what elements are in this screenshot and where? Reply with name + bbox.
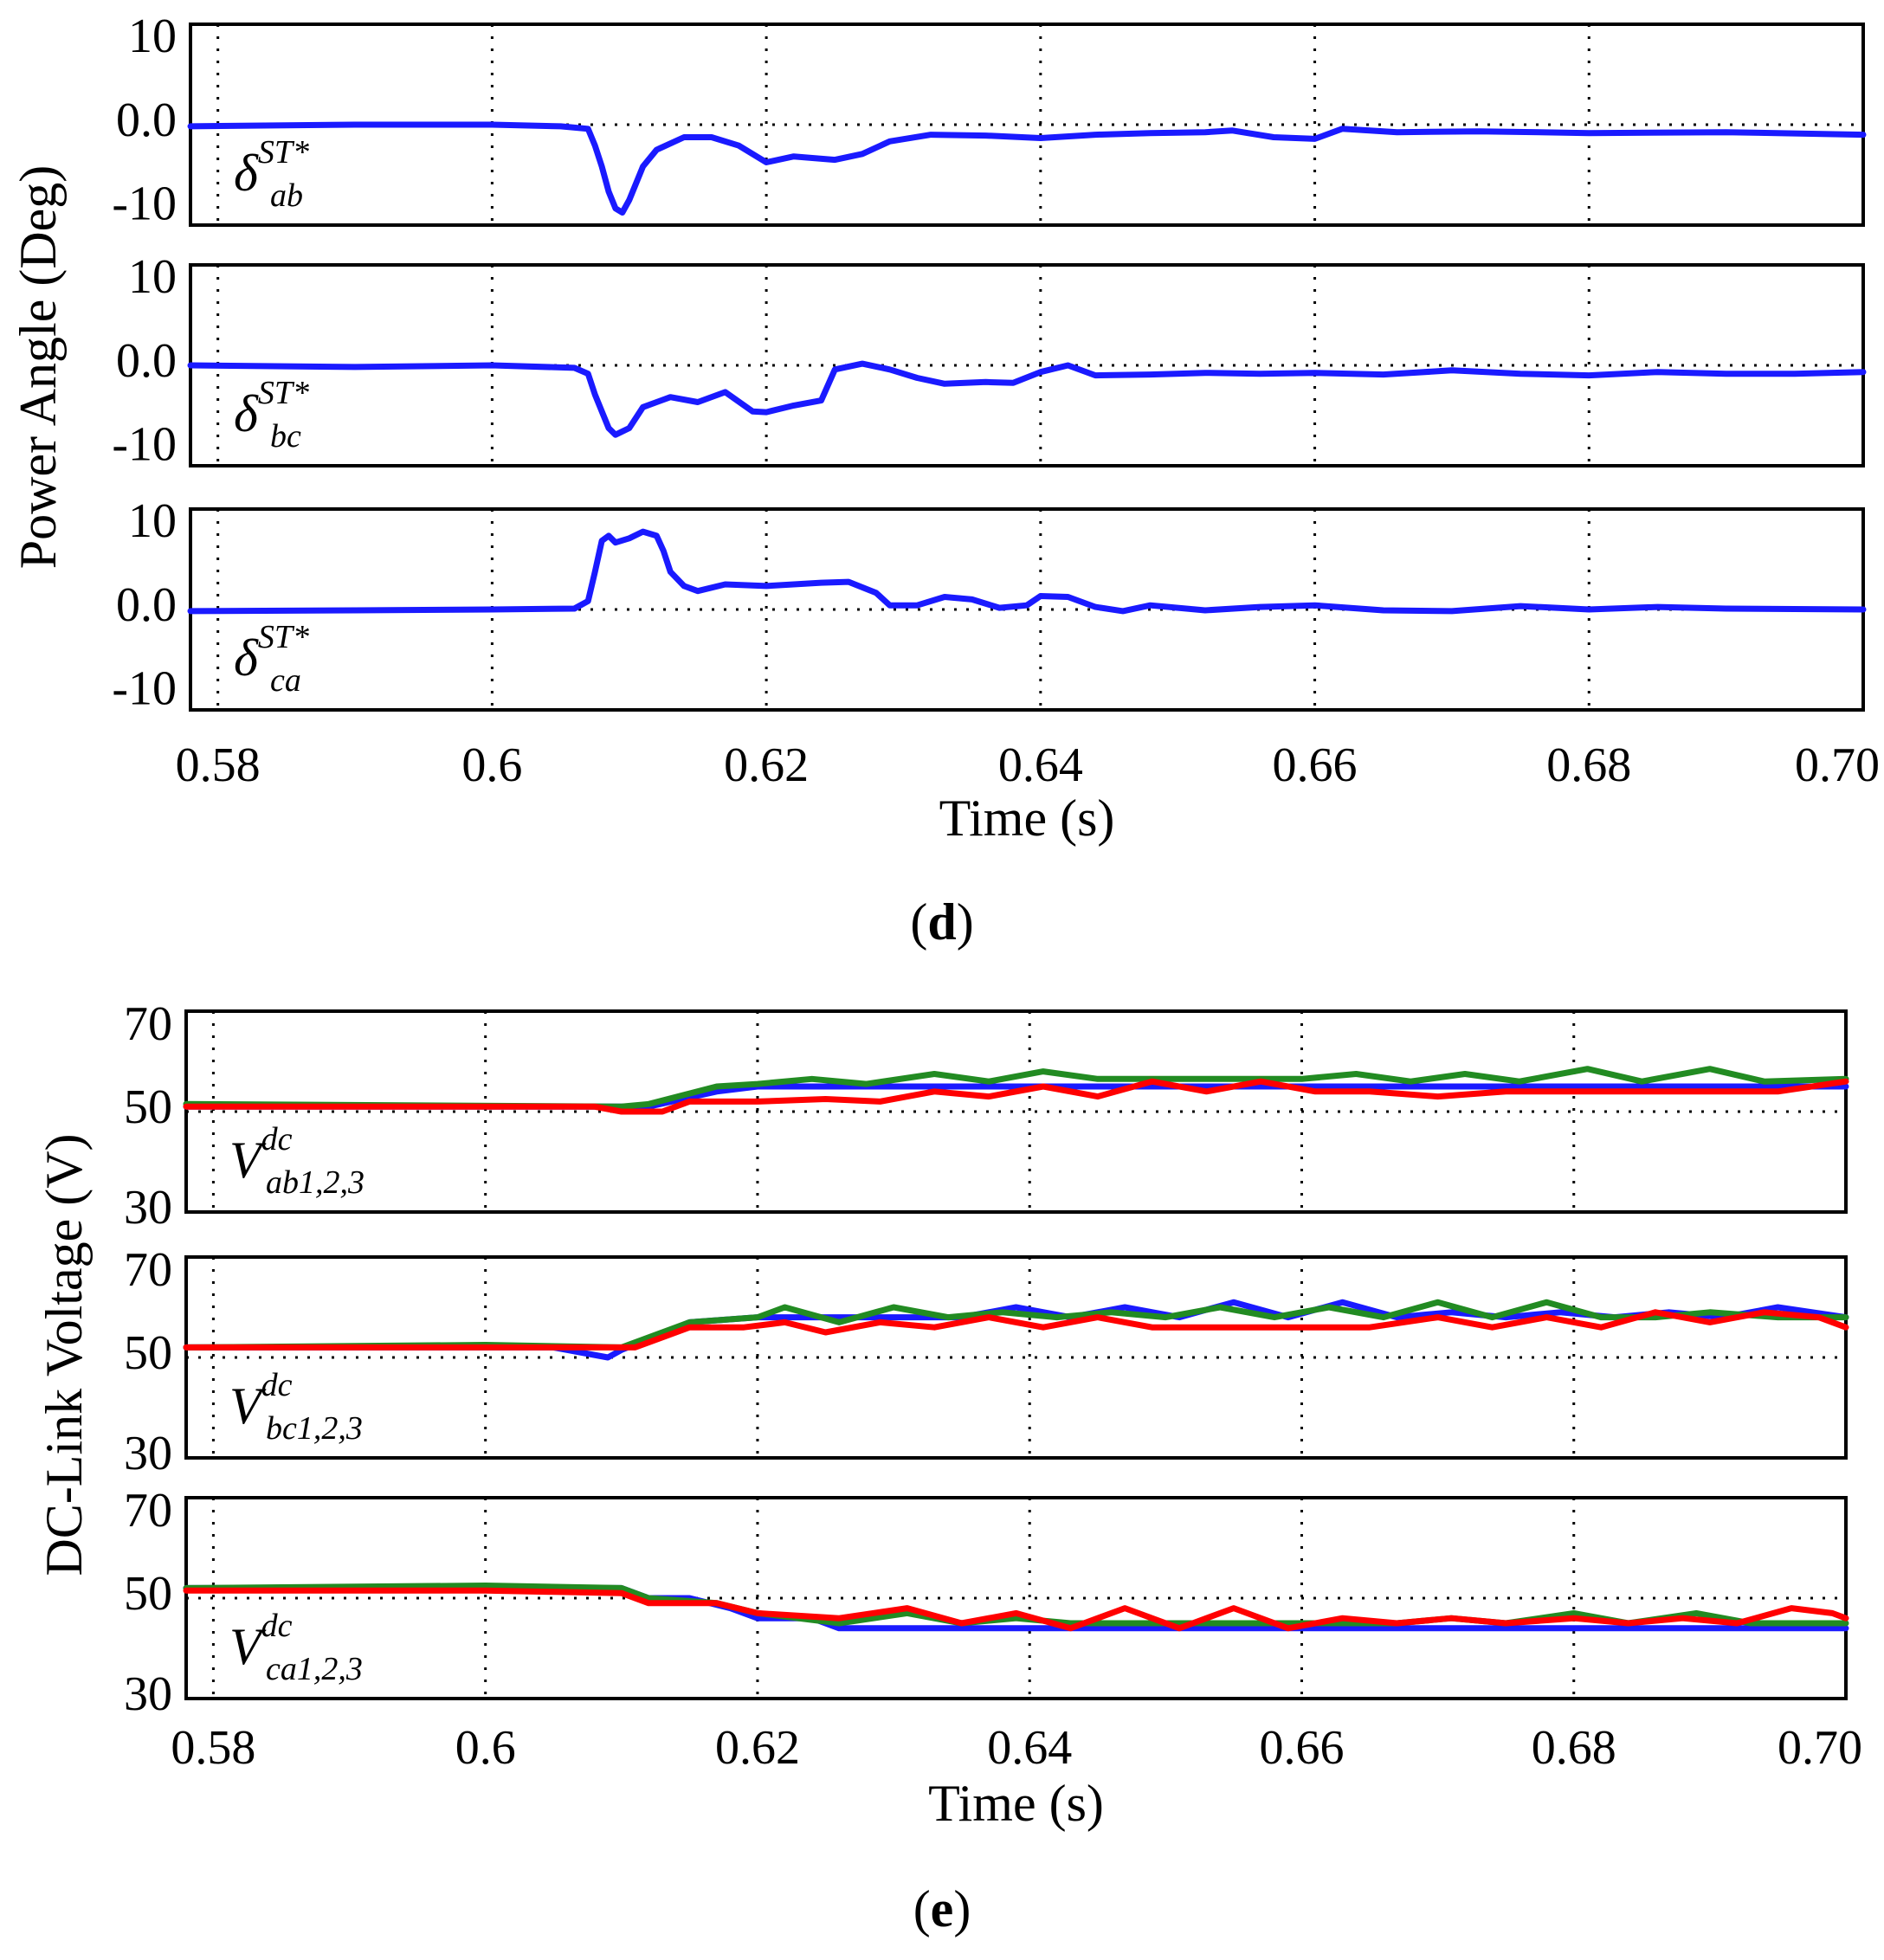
series-line-e-1-2: [183, 1066, 1849, 1110]
y-tick-label: 70: [124, 1243, 172, 1297]
x-tick-label: 0.66: [1259, 1721, 1344, 1775]
y-tick-label: 30: [124, 1181, 172, 1235]
y-tick-label: 50: [124, 1326, 172, 1380]
x-tick-label: 0.58: [171, 1721, 255, 1775]
series-line-e-2-3: [183, 1309, 1849, 1351]
y-tick-label: 0.0: [116, 578, 177, 632]
signal-superscript: dc: [261, 1367, 293, 1403]
y-tick-label: -10: [112, 662, 177, 716]
plot-frame: [184, 1009, 1848, 1214]
figure-d: 100.0-10δST*ab100.0-10δST*bc100.0-10δST*…: [10, 10, 1880, 951]
signal-subscript: bc: [270, 418, 301, 455]
signal-subscript: ca: [270, 662, 301, 699]
signal-subscript: ab1,2,3: [266, 1164, 365, 1201]
x-axis-title: Time (s): [939, 790, 1115, 847]
plot-frame: [184, 1255, 1848, 1460]
signal-label: δST*: [234, 619, 309, 687]
signal-superscript: dc: [261, 1608, 293, 1644]
signal-label: δST*: [234, 375, 309, 442]
signal-symbol: δ: [234, 145, 259, 202]
x-tick-label: 0.68: [1546, 738, 1631, 792]
figure-e: 705030Vdcab1,2,3705030Vdcbc1,2,3705030Vd…: [35, 997, 1862, 1937]
panel-letter: d: [927, 893, 956, 951]
signal-subscript: ab: [270, 177, 303, 214]
y-axis-title: Power Angle (Deg): [10, 165, 67, 570]
signal-label: Vdc: [229, 1367, 293, 1435]
y-tick-label: 70: [124, 1484, 172, 1538]
y-tick-label: 70: [124, 997, 172, 1051]
signal-superscript: ST*: [258, 134, 309, 171]
y-tick-label: 10: [128, 10, 177, 63]
y-tick-label: -10: [112, 418, 177, 472]
signal-label: δST*: [234, 134, 309, 202]
signal-symbol: δ: [234, 629, 259, 687]
y-tick-label: 0.0: [116, 93, 177, 147]
series-line-d-1-1: [187, 121, 1867, 216]
signal-symbol: V: [229, 1618, 267, 1675]
x-tick-label: 0.64: [987, 1721, 1072, 1775]
x-tick-label: 0.66: [1273, 738, 1358, 792]
y-tick-label: 10: [128, 250, 177, 304]
signal-label: Vdc: [229, 1608, 293, 1675]
y-tick-label: 0.0: [116, 334, 177, 388]
y-tick-label: 30: [124, 1667, 172, 1721]
y-tick-label: 50: [124, 1567, 172, 1621]
y-tick-label: 50: [124, 1080, 172, 1134]
x-tick-label: 0.70: [1778, 1721, 1862, 1775]
y-axis-title: DC-Link Voltage (V): [35, 1133, 93, 1576]
x-tick-label: 0.6: [461, 738, 522, 792]
signal-symbol: V: [229, 1132, 267, 1189]
y-tick-label: 30: [124, 1427, 172, 1480]
series-line-e-3-3: [183, 1587, 1849, 1632]
x-tick-label: 0.64: [998, 738, 1083, 792]
series-line-d-2-1: [187, 360, 1867, 438]
signal-symbol: δ: [234, 385, 259, 442]
x-tick-label: 0.58: [176, 738, 261, 792]
panel-label: (e): [913, 1880, 971, 1937]
panel-letter: e: [931, 1880, 954, 1937]
panel-label: (d): [910, 893, 973, 951]
series-line-d-3-1: [187, 528, 1867, 615]
x-tick-label: 0.70: [1795, 738, 1880, 792]
x-tick-label: 0.68: [1532, 1721, 1616, 1775]
signal-superscript: ST*: [258, 375, 309, 411]
signal-subscript: bc1,2,3: [266, 1410, 363, 1447]
x-axis-title: Time (s): [928, 1775, 1104, 1832]
series-line-e-2-2: [183, 1299, 1849, 1351]
x-tick-label: 0.6: [455, 1721, 516, 1775]
signal-label: Vdc: [229, 1121, 293, 1189]
series-line-e-1-3: [183, 1078, 1849, 1115]
signal-symbol: V: [229, 1377, 267, 1435]
signal-superscript: ST*: [258, 619, 309, 655]
x-tick-label: 0.62: [724, 738, 809, 792]
signal-subscript: ca1,2,3: [266, 1651, 363, 1687]
plot-frame: [184, 1496, 1848, 1700]
signal-superscript: dc: [261, 1121, 293, 1157]
y-tick-label: -10: [112, 177, 177, 231]
x-tick-label: 0.62: [715, 1721, 800, 1775]
y-tick-label: 10: [128, 494, 177, 548]
